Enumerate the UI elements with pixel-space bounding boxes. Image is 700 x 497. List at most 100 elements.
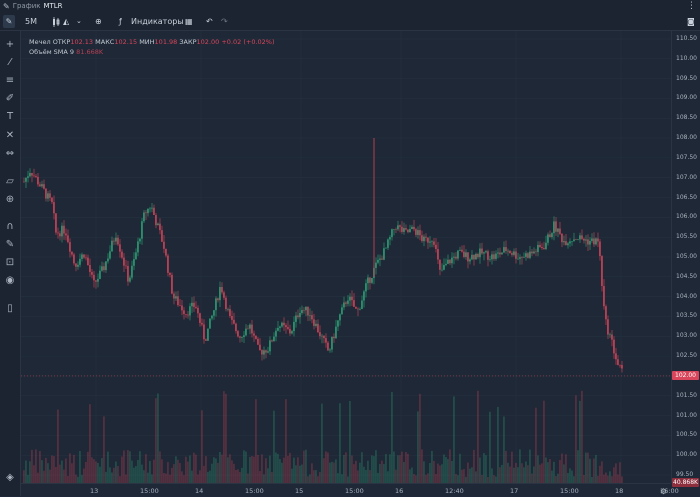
candle-body — [295, 315, 297, 322]
zoom-icon[interactable]: ⊕ — [5, 194, 15, 205]
layers-icon[interactable]: ◈ — [6, 472, 14, 483]
volume-bar — [257, 454, 259, 483]
price-chart[interactable] — [21, 31, 671, 483]
volume-bar — [429, 463, 431, 483]
area-chart-icon[interactable]: ◭ — [63, 17, 70, 26]
candle-body — [123, 257, 125, 266]
candle-body — [103, 266, 105, 271]
chevron-down-icon[interactable]: ⌄ — [76, 17, 82, 25]
lock-drawings-icon[interactable]: ✎ — [5, 239, 15, 250]
crosshair-icon[interactable]: + — [5, 39, 15, 50]
volume-bar — [131, 460, 133, 483]
volume-bar — [365, 469, 367, 483]
volume-bar — [119, 476, 121, 483]
candle-body — [527, 253, 529, 258]
brush-icon[interactable]: ✐ — [5, 93, 15, 104]
eye-icon[interactable]: ◉ — [5, 275, 15, 286]
volume-bar — [563, 464, 565, 483]
candle-body — [57, 232, 59, 234]
low-value: 101.98 — [154, 38, 178, 46]
fib-icon[interactable]: ≡ — [5, 75, 15, 86]
candle-body — [189, 306, 191, 316]
volume-bar — [445, 456, 447, 483]
candle-body — [243, 335, 245, 337]
timeframe-button[interactable]: 5M — [25, 17, 37, 26]
candle-body — [377, 259, 379, 263]
volume-bar — [553, 461, 555, 483]
candle-body — [195, 306, 197, 308]
gear-icon[interactable]: ⚙ — [659, 487, 667, 496]
candle-body — [475, 253, 477, 260]
volume-bar — [381, 460, 383, 483]
undo-icon[interactable]: ↶ — [206, 17, 213, 26]
volume-bar — [283, 457, 285, 483]
candle-body — [391, 229, 393, 238]
candle-body — [505, 247, 507, 252]
indicators-icon[interactable]: ƒ — [119, 17, 122, 26]
pencil-icon[interactable]: ✎ — [3, 2, 10, 11]
volume-bar — [179, 463, 181, 483]
volume-bar — [475, 471, 477, 483]
candle-body — [501, 252, 503, 255]
candle-body — [507, 250, 509, 252]
price-tick-label: 107.50 — [676, 153, 697, 161]
candle-body — [275, 330, 277, 337]
candle-body — [351, 296, 353, 301]
candle-body — [419, 230, 421, 236]
volume-bar — [307, 476, 309, 483]
camera-icon[interactable]: ◙ — [687, 17, 695, 26]
candle-body — [355, 306, 357, 309]
volume-bar — [479, 457, 481, 483]
candle-body — [143, 212, 145, 222]
lock-icon[interactable]: ⊡ — [5, 257, 15, 268]
candle-body — [251, 324, 253, 334]
ruler-icon[interactable]: ▱ — [6, 176, 14, 187]
candle-body — [151, 207, 153, 209]
candle-body — [451, 257, 453, 264]
volume-bar — [51, 455, 53, 483]
candle-body — [435, 244, 437, 250]
text-icon[interactable]: T — [6, 111, 14, 122]
volume-bar — [561, 453, 563, 483]
draw-pencil-icon[interactable]: ✎ — [3, 15, 15, 28]
candle-body — [297, 315, 299, 318]
pattern-icon[interactable]: ✕ — [5, 130, 15, 141]
trendline-icon[interactable]: ⁄ — [9, 57, 11, 68]
layouts-icon[interactable]: ▦ — [185, 17, 193, 26]
candle-body — [193, 302, 195, 307]
redo-icon[interactable]: ↷ — [221, 17, 228, 26]
candle-body — [563, 241, 565, 243]
volume-bar — [147, 472, 149, 483]
measure-icon[interactable]: ⇔ — [5, 148, 15, 159]
price-axis[interactable]: 110.50 110.00 109.50 109.00 108.50 108.00 107.… — [671, 31, 700, 483]
volume-bar — [35, 449, 37, 483]
volume-bar — [613, 467, 615, 483]
indicators-button[interactable]: Индикаторы — [131, 17, 184, 26]
volume-bar — [67, 475, 69, 483]
candle-body — [433, 241, 435, 245]
magnet-icon[interactable]: ∩ — [6, 221, 14, 232]
volume-bar — [37, 472, 39, 483]
candle-body — [509, 250, 511, 254]
compare-plus-icon[interactable]: ⊕ — [95, 17, 102, 26]
candle-body — [199, 313, 201, 323]
candle-body — [535, 251, 537, 253]
candle-body — [339, 314, 341, 321]
volume-bar — [567, 472, 569, 483]
volume-bar — [117, 466, 119, 483]
time-axis[interactable]: ⚙ 13 15:00 14 15:00 15 15:00 16 12:40 17 15:00 18 1… — [21, 483, 679, 497]
candle-type-icon[interactable] — [50, 15, 62, 28]
trash-icon[interactable]: ▯ — [7, 303, 13, 314]
candle-body — [309, 315, 311, 316]
candle-body — [409, 229, 411, 233]
volume-bar — [415, 475, 417, 483]
kebab-icon[interactable]: ⋮ — [687, 1, 696, 11]
candle-body — [589, 240, 591, 245]
volume-bar — [225, 393, 227, 483]
volume-bar — [101, 458, 103, 483]
ticker-name[interactable]: MTLR — [43, 2, 63, 10]
candle-body — [163, 241, 165, 249]
candle-body — [281, 322, 283, 327]
price-tick-label: 105.00 — [676, 253, 697, 260]
volume-bar — [239, 472, 241, 483]
